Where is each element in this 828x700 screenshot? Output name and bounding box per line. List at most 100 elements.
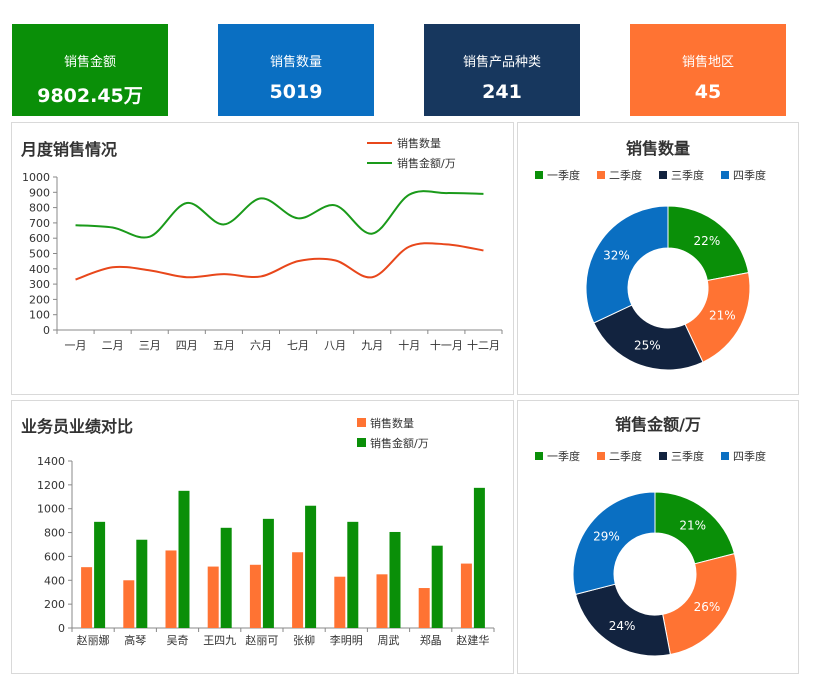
x-tick-label: 五月 [213,339,235,352]
kpi-card-sales-amount: 销售金额 9802.45万 [12,24,168,116]
x-tick-label: 李明明 [330,633,363,647]
x-tick-label: 二月 [102,339,124,352]
legend-swatch [659,452,667,460]
chart-title: 月度销售情况 [21,140,118,159]
legend-swatch [597,171,605,179]
x-tick-label: 十一月 [430,338,463,352]
slice-label: 29% [593,529,620,543]
legend-label: 四季度 [733,168,766,182]
bar-2 [94,521,106,628]
y-tick-label: 0 [58,622,65,635]
x-tick-label: 吴奇 [167,634,189,647]
bar-1 [334,576,346,628]
legend-label: 销售金额/万 [397,156,456,170]
amount-donut-chart: 一季度 二季度 三季度 四季度 21% 26% 24% 29% [535,449,766,657]
x-tick-label: 周武 [378,634,400,647]
legend-swatch [721,171,729,179]
x-tick-label: 王四九 [203,634,236,647]
kpi-label: 销售地区 [681,55,734,70]
x-tick-label: 四月 [176,339,198,352]
y-tick-label: 600 [29,232,50,245]
x-tick-label: 高琴 [124,633,146,647]
bar-1 [249,564,261,628]
donut-slice [572,491,656,596]
x-tick-label: 郑晶 [420,633,442,647]
bar-1 [376,574,388,628]
y-tick-label: 400 [29,263,50,276]
y-tick-label: 1000 [22,171,50,184]
legend-label: 销售数量 [370,416,414,430]
bar-1 [418,588,430,628]
x-tick-label: 三月 [139,339,161,352]
y-tick-label: 0 [43,324,50,337]
legend-swatch [721,452,729,460]
kpi-value: 45 [694,81,722,103]
x-tick-label: 张柳 [293,633,315,647]
slice-label: 24% [609,619,636,633]
slice-label: 32% [603,248,630,262]
x-tick-label: 赵建华 [456,633,489,647]
y-tick-label: 800 [29,202,50,215]
x-tick-label: 六月 [250,339,272,352]
legend-label: 二季度 [609,168,642,182]
bar-2 [220,527,232,628]
bar-1 [460,563,472,628]
donut-slice [662,552,738,656]
bar-1 [292,552,304,628]
kpi-card-sales-regions: 销售地区 45 [630,24,786,116]
kpi-value: 241 [482,81,522,103]
y-tick-label: 800 [44,527,65,540]
bar-1 [123,580,135,628]
monthly-line-chart: 0 100 200 300 400 500 600 700 800 900 1000 一月 二月 三月 四月… [22,136,503,352]
slice-label: 21% [679,518,706,532]
y-tick-label: 400 [44,574,65,587]
kpi-value: 9802.45万 [37,85,143,107]
legend-label: 一季度 [547,449,580,463]
kpi-label: 销售数量 [269,55,322,70]
y-tick-label: 100 [29,309,50,322]
slice-label: 22% [694,234,721,248]
legend-label: 三季度 [671,168,704,182]
legend-label: 销售数量 [397,136,441,150]
x-tick-label: 赵丽娜 [77,633,110,647]
bar-2 [473,487,485,628]
donut-slice [667,205,750,282]
x-tick-label: 十月 [398,338,420,352]
x-tick-label: 八月 [324,339,346,352]
quantity-donut-panel: 销售数量 一季度 二季度 三季度 四季度 22% 21% 25% 32% [517,122,799,395]
y-tick-label: 1400 [37,455,65,468]
series-line-1 [75,242,484,281]
legend-label: 二季度 [609,449,642,463]
y-tick-label: 900 [29,186,50,199]
x-tick-label: 九月 [361,339,383,352]
slice-label: 26% [694,600,721,614]
legend-swatch [535,452,543,460]
kpi-label: 销售金额 [63,55,116,70]
bar-1 [81,567,93,628]
x-tick-label: 一月 [65,339,87,352]
y-tick-label: 1000 [37,503,65,516]
bar-2 [305,505,317,628]
y-tick-label: 500 [29,248,50,261]
series-line-2 [75,190,484,239]
salesperson-bar-chart: 0 200 400 600 800 1000 1200 1400 赵丽娜 高琴 吴奇 王四九 赵丽可 张柳… [37,416,495,647]
legend-swatch [597,452,605,460]
slice-label: 25% [634,338,661,352]
kpi-card-product-types: 销售产品种类 241 [424,24,580,116]
chart-title: 销售数量 [625,139,690,158]
chart-title: 业务员业绩对比 [21,417,134,436]
bar-2 [136,539,148,628]
legend-swatch [357,438,366,447]
bar-2 [178,490,190,628]
x-tick-label: 十二月 [467,338,500,352]
legend-label: 一季度 [547,168,580,182]
monthly-sales-panel: 月度销售情况 0 100 200 300 400 500 600 700 800 900 1000 一… [11,122,514,395]
quantity-donut-chart: 一季度 二季度 三季度 四季度 22% 21% 25% 32% [535,168,766,371]
y-tick-label: 600 [44,550,65,563]
x-tick-label: 赵丽可 [245,633,278,647]
amount-donut-panel: 销售金额/万 一季度 二季度 三季度 四季度 21% 26% 24% 29% [517,400,799,674]
slice-label: 21% [709,309,736,323]
legend-label: 三季度 [671,449,704,463]
y-tick-label: 200 [44,598,65,611]
y-tick-label: 1200 [37,479,65,492]
